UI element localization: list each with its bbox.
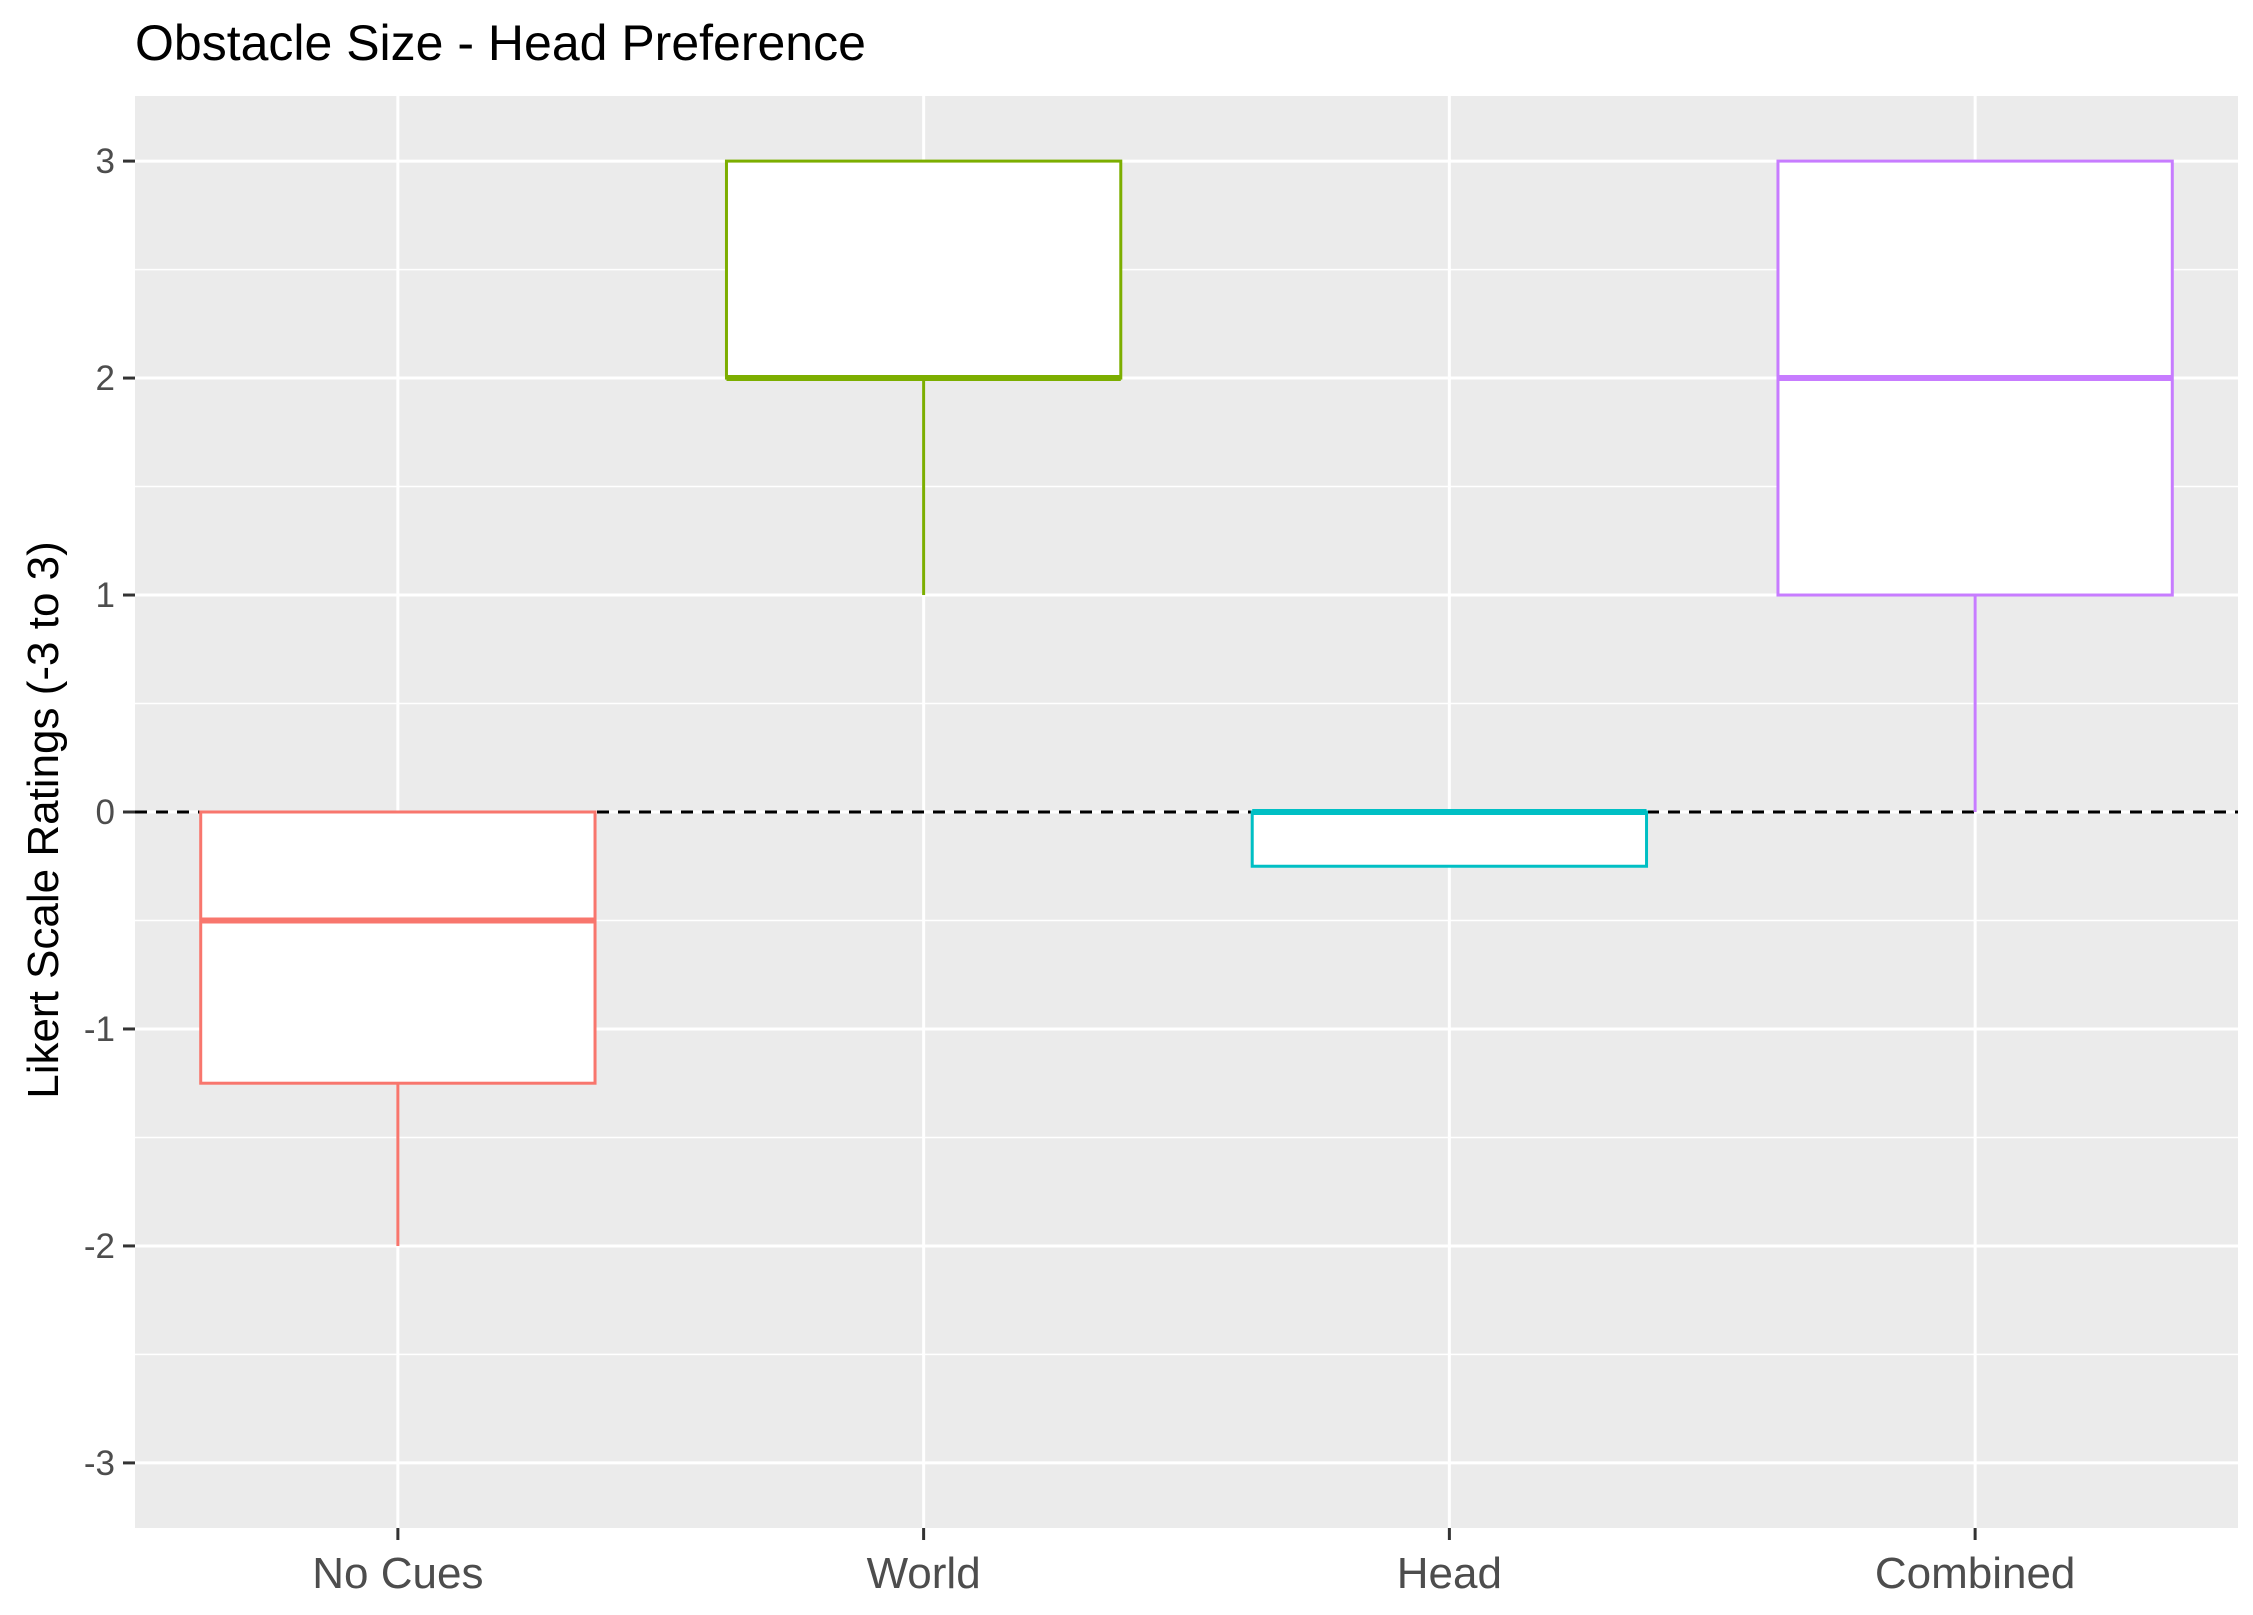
- box-combined: [1776, 159, 2174, 812]
- box-rect: [199, 810, 597, 1085]
- x-tick-label: Head: [1397, 1549, 1502, 1598]
- y-tick-label: -3: [84, 1444, 115, 1483]
- box-world: [724, 159, 1123, 596]
- box-no-cues: [199, 810, 597, 1246]
- x-tick-label: No Cues: [312, 1549, 483, 1598]
- y-axis-label: Likert Scale Ratings (-3 to 3): [19, 541, 68, 1099]
- box-rect: [724, 159, 1123, 380]
- x-tick-label: World: [867, 1549, 981, 1598]
- box-rect: [1250, 810, 1649, 868]
- y-tick-label: 0: [96, 793, 115, 832]
- x-axis-ticks: No Cues World Head Combined: [312, 1528, 2075, 1598]
- chart-title: Obstacle Size - Head Preference: [135, 15, 866, 71]
- y-tick-label: -1: [84, 1010, 115, 1049]
- y-tick-label: 1: [96, 576, 115, 615]
- y-tick-label: 2: [96, 359, 115, 398]
- y-tick-label: 3: [96, 142, 115, 181]
- y-tick-label: -2: [84, 1227, 115, 1266]
- boxes-layer: [199, 159, 2174, 1246]
- y-axis-ticks: 3 2 1 0 -1 -2 -3: [84, 142, 135, 1483]
- box-head: [1250, 809, 1649, 868]
- x-tick-label: Combined: [1875, 1549, 2076, 1598]
